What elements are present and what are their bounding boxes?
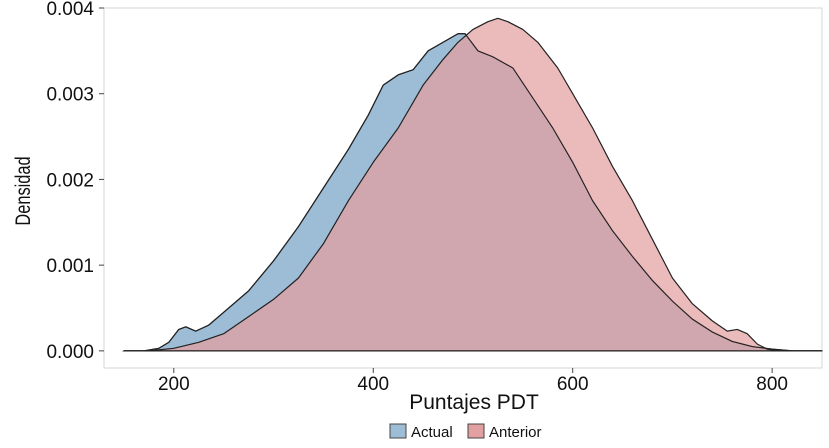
y-tick-label-1: 0.001 — [46, 256, 94, 277]
y-tick-label-3: 0.003 — [46, 85, 94, 106]
legend-key-anterior — [467, 423, 485, 439]
legend-label-anterior: Anterior — [489, 424, 542, 441]
x-tick-label-800: 800 — [756, 374, 788, 395]
y-tick-label-2: 0.002 — [46, 170, 94, 191]
x-tick-label-200: 200 — [158, 374, 190, 395]
y-axis: 0.000 0.001 0.002 0.003 0.004 — [46, 0, 104, 363]
x-tick-label-400: 400 — [357, 374, 389, 395]
x-tick-label-600: 600 — [557, 374, 589, 395]
y-axis-title: Densidad — [11, 156, 34, 225]
legend-label-actual: Actual — [411, 424, 453, 441]
panel-border — [103, 7, 823, 369]
legend-key-actual — [389, 423, 407, 439]
density-line-actual — [122, 33, 822, 352]
legend: Actual Anterior — [389, 423, 542, 441]
y-tick-label-4: 0.004 — [46, 0, 94, 20]
x-axis: 200 400 600 800 — [158, 368, 788, 395]
y-tick-label-0: 0.000 — [46, 342, 94, 363]
density-area-anterior — [123, 17, 823, 352]
plot-area — [103, 7, 823, 369]
x-axis-title: Puntajes PDT — [409, 391, 539, 414]
